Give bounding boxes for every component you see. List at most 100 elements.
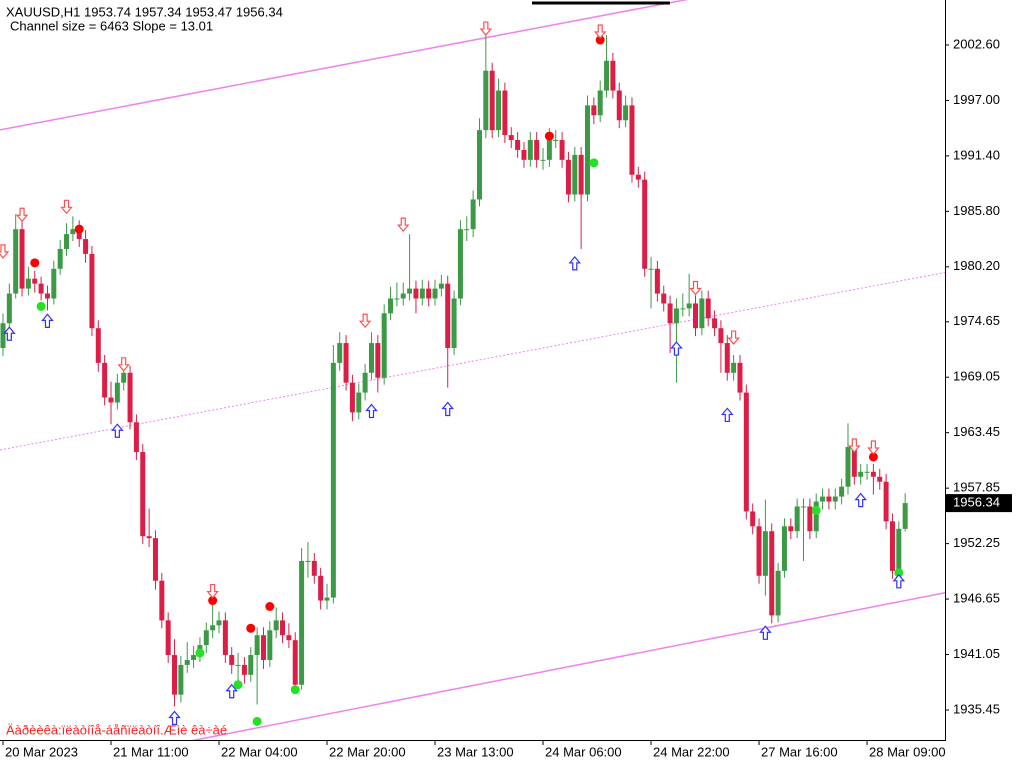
candle-body: [527, 140, 533, 160]
up-arrow: [3, 326, 16, 341]
signal-dot: [74, 224, 84, 234]
candle-body: [89, 253, 95, 329]
candle-body: [762, 531, 768, 576]
down-arrow: [15, 207, 29, 223]
candle-body: [178, 664, 184, 695]
signal-dot: [208, 596, 218, 606]
candle-body: [451, 298, 457, 349]
down-arrow: [727, 330, 740, 345]
candle-body: [597, 90, 603, 116]
candle-body: [165, 620, 171, 656]
candle-body: [737, 362, 743, 393]
candle-body: [19, 229, 25, 289]
candle-body: [648, 268, 654, 270]
candle-body: [184, 659, 190, 665]
candle-body: [877, 476, 883, 482]
up-arrow: [365, 403, 378, 419]
candle-body: [121, 372, 127, 383]
candle-body: [152, 538, 158, 581]
candle-body: [222, 620, 228, 656]
candle-body: [64, 234, 70, 249]
candle-body: [172, 655, 178, 695]
footer-note: Äàðèèêà:ïëàòíîå-áåñïëàòíî.Æìè êà÷àé: [6, 722, 227, 737]
candle-body: [750, 511, 756, 527]
up-arrow: [441, 401, 455, 417]
candle-body: [864, 471, 870, 473]
candle-body: [191, 655, 197, 660]
y-tick-label: 1941.05: [953, 646, 1000, 661]
channel-line: [0, 272, 945, 451]
candle-body: [25, 278, 31, 289]
candle-body: [629, 105, 635, 175]
signal-dot: [894, 568, 904, 578]
candle-body: [108, 397, 114, 403]
candle-body: [44, 293, 50, 299]
candle-body: [13, 229, 19, 294]
signal-dot: [544, 131, 554, 141]
candle-body: [699, 298, 705, 329]
candle-body: [32, 278, 38, 284]
candle-body: [356, 392, 362, 413]
x-tick-label: 21 Mar 11:00: [113, 744, 189, 759]
candle-body: [832, 496, 838, 502]
candle-body: [133, 422, 139, 453]
channel-line: [0, 0, 689, 131]
candle-body: [604, 60, 610, 91]
candle-body: [330, 362, 336, 598]
signal-dot: [30, 258, 40, 268]
candle-body: [540, 159, 546, 161]
candle-body: [553, 140, 559, 142]
signal-dot: [811, 505, 821, 515]
x-tick-label: 24 Mar 06:00: [545, 744, 622, 759]
candle-body: [127, 372, 133, 423]
candle-body: [114, 382, 120, 403]
down-arrow: [867, 440, 880, 455]
candle-body: [368, 343, 374, 373]
candle-body: [241, 664, 247, 675]
candle-body: [140, 452, 146, 537]
down-arrow: [0, 244, 10, 259]
signal-dot: [290, 685, 300, 695]
candle-body: [83, 239, 89, 254]
signal-dot: [595, 35, 605, 45]
chart-subtitle: Channel size = 6463 Slope = 13.01: [10, 18, 213, 33]
candle-body: [299, 560, 305, 685]
candle-body: [718, 328, 724, 344]
candle-body: [673, 308, 679, 324]
y-tick-label: 1946.65: [953, 591, 1000, 606]
candle-body: [95, 328, 101, 363]
candle-body: [254, 635, 260, 656]
candle-body: [280, 620, 286, 636]
candle-body: [870, 471, 876, 477]
signal-dot: [868, 452, 878, 462]
candle-body: [781, 526, 787, 571]
candle-body: [769, 531, 775, 616]
candle-body: [267, 630, 273, 660]
candle-body: [438, 283, 444, 289]
signal-dot: [195, 648, 205, 658]
candle-body: [693, 303, 699, 329]
up-arrow: [670, 341, 683, 356]
candle-body: [572, 154, 578, 195]
candle-body: [801, 506, 807, 508]
x-tick-label: 22 Mar 04:00: [221, 744, 298, 759]
candle-body: [349, 382, 355, 413]
candle-body: [813, 501, 819, 532]
candle-body: [502, 90, 508, 136]
y-tick-label: 1963.45: [953, 424, 1000, 439]
up-arrow: [759, 625, 772, 640]
y-tick-label: 1980.20: [953, 258, 1000, 273]
candle-body: [775, 570, 781, 616]
candle-body: [743, 392, 749, 512]
candle-body: [476, 130, 482, 200]
candle-body: [496, 90, 502, 131]
down-arrow: [60, 199, 73, 215]
candle-body: [273, 620, 279, 631]
x-tick-label: 22 Mar 20:00: [329, 744, 406, 759]
candle-body: [654, 268, 660, 294]
up-arrow: [111, 423, 124, 438]
up-arrow: [892, 573, 906, 589]
candle-body: [794, 506, 800, 532]
